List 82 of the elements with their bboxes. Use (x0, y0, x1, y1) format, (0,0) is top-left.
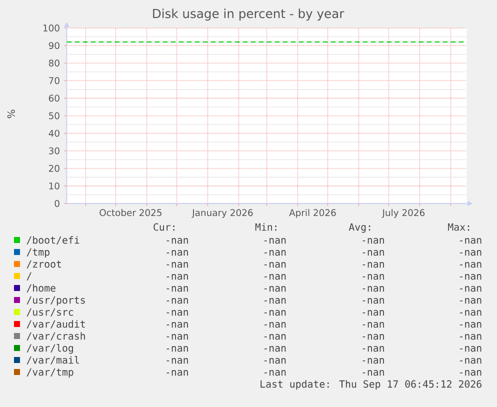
legend-label: /var/tmp (26, 368, 74, 378)
text: -nan (166, 298, 188, 304)
text: -nan (166, 346, 188, 352)
text: -nan (166, 358, 188, 364)
text: Avg: (348, 223, 370, 233)
text: -nan (362, 346, 384, 352)
text: -nan (362, 358, 384, 364)
text: -nan (264, 298, 286, 304)
text: -nan (460, 322, 482, 328)
text: Last update: Thu Sep 17 06:45:12 2026 (260, 380, 482, 390)
y-tick-label: 90 (48, 42, 60, 50)
y-tick-label: 50 (49, 112, 60, 120)
x-tick-label: October 2025 (100, 209, 162, 216)
legend-label: / (26, 272, 32, 281)
legend-label: /home (26, 284, 56, 293)
text: -nan (362, 274, 384, 280)
text: -nan (166, 334, 188, 340)
text: Cur: (154, 223, 174, 231)
x-tick-label: April 2026 (289, 209, 336, 218)
text: -nan (166, 238, 188, 244)
legend-label: /tmp (26, 248, 50, 258)
text: -nan (166, 250, 188, 256)
text: -nan (166, 274, 188, 280)
text: -nan (460, 346, 482, 352)
legend-label: /var/log (26, 344, 73, 354)
y-tick-label: 100 (43, 24, 60, 32)
legend-label: /boot/efi (26, 236, 80, 245)
text: -nan (166, 262, 188, 268)
text: -nan (362, 370, 384, 376)
text: -nan (362, 322, 384, 328)
text: -nan (362, 334, 384, 340)
y-tick-label: 40 (48, 130, 60, 137)
text: -nan (264, 358, 286, 364)
legend-label: /var/mail (26, 356, 79, 365)
text: -nan (460, 250, 482, 256)
text: -nan (460, 298, 482, 304)
text: -nan (166, 370, 188, 376)
text: -nan (362, 238, 384, 244)
y-tick-label: 10 (49, 182, 60, 190)
text: -nan (460, 358, 482, 364)
y-tick-label: 0 (54, 200, 60, 207)
text: -nan (264, 310, 286, 316)
text: -nan (264, 262, 286, 268)
text: -nan (460, 370, 482, 376)
legend-label: /var/crash (26, 332, 85, 341)
text: -nan (166, 322, 188, 328)
text: -nan (460, 238, 482, 244)
text: -nan (460, 286, 482, 292)
text: Min: (255, 223, 276, 231)
legend-label: /var/audit (26, 320, 85, 329)
text: -nan (264, 238, 286, 244)
legend-label: /zroot (26, 260, 61, 269)
text: -nan (264, 334, 286, 340)
y-tick-label: 30 (49, 147, 60, 154)
y-tick-label: 60 (48, 94, 60, 102)
y-tick-label: 20 (48, 164, 60, 172)
text: -nan (264, 322, 286, 328)
y-tick-label: 70 (49, 77, 60, 84)
text: -nan (362, 286, 384, 292)
text: -nan (460, 262, 482, 268)
legend-label: /usr/ports (26, 296, 85, 306)
text: -nan (264, 346, 286, 352)
text: -nan (460, 310, 482, 316)
x-tick-label: July 2026 (382, 209, 425, 218)
text: -nan (166, 286, 188, 292)
text: -nan (362, 310, 384, 316)
y-tick-label: 80 (48, 60, 60, 67)
text: -nan (460, 274, 482, 280)
text: -nan (460, 334, 482, 340)
text: -nan (362, 262, 384, 268)
legend-label: /usr/src (26, 308, 74, 317)
text: -nan (362, 250, 384, 256)
text: -nan (264, 250, 286, 256)
y-axis-title: % (7, 110, 15, 118)
chart-title: Disk usage in percent - by year (153, 8, 344, 21)
text: Max: (448, 223, 470, 231)
text: -nan (362, 298, 384, 304)
text: -nan (264, 286, 286, 292)
text: -nan (166, 310, 188, 316)
text: -nan (264, 370, 286, 376)
text: -nan (264, 274, 286, 280)
x-tick-label: January 2026 (192, 209, 253, 218)
